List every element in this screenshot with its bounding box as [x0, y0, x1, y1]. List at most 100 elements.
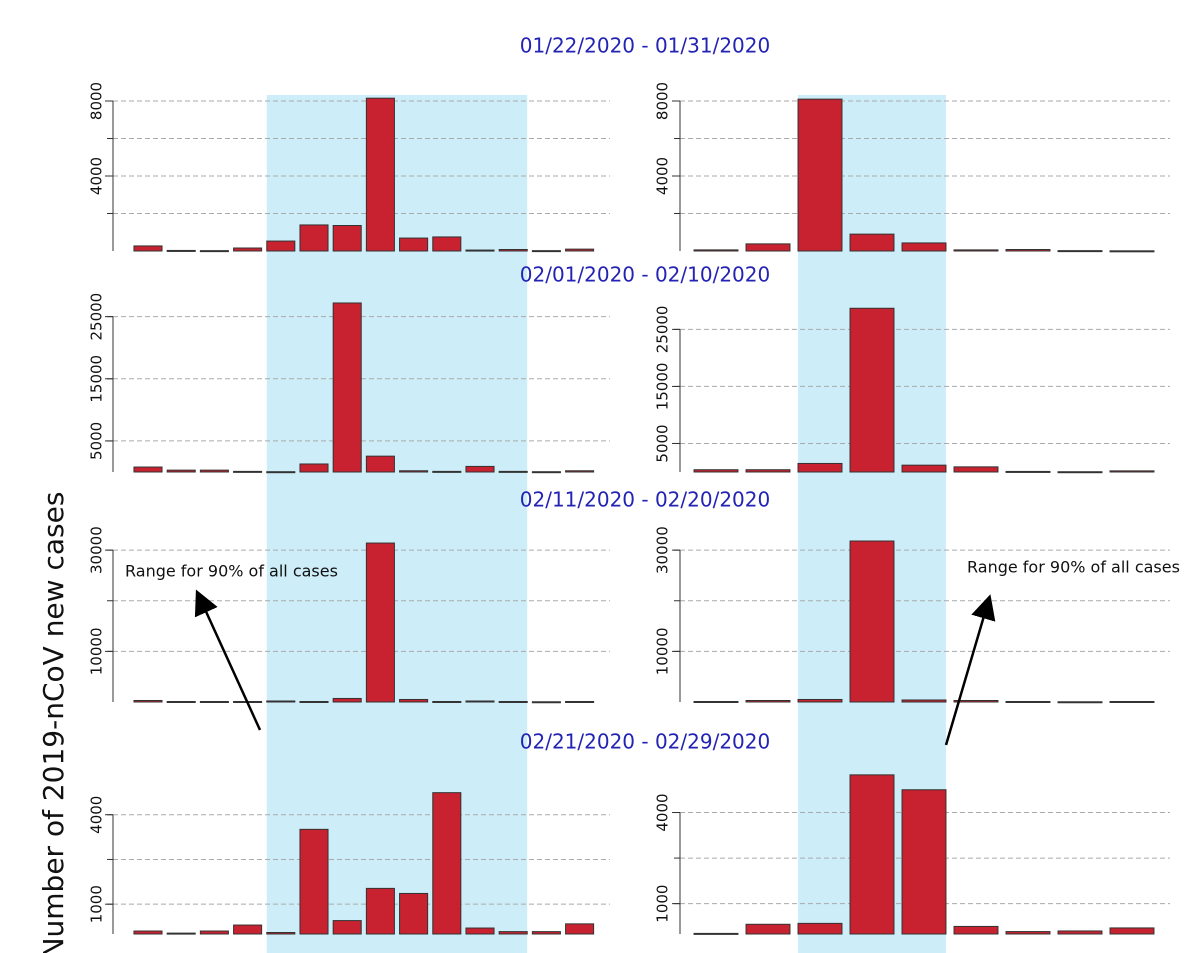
- bar: [432, 792, 462, 935]
- bar: [1109, 250, 1155, 253]
- period-title: 02/11/2020 - 02/20/2020: [520, 488, 770, 512]
- bar: [498, 249, 528, 252]
- bar: [797, 462, 843, 473]
- bar: [565, 248, 595, 252]
- bar: [399, 892, 429, 935]
- bar: [233, 470, 263, 473]
- y-tick-label: 10000: [88, 628, 106, 676]
- bar: [953, 466, 999, 473]
- bar: [266, 932, 296, 935]
- y-tick-label: 8000: [88, 82, 106, 120]
- bar: [465, 700, 495, 703]
- bar: [498, 931, 528, 935]
- grid-layer: [113, 100, 1170, 905]
- bar: [1005, 700, 1051, 703]
- bar: [693, 469, 739, 473]
- bar: [399, 470, 429, 473]
- bar: [693, 932, 739, 935]
- bar: [332, 225, 362, 252]
- bar: [166, 700, 196, 703]
- bar: [953, 925, 999, 935]
- y-tick-label: 10000: [654, 628, 672, 676]
- y-tick-label: 1000: [88, 885, 106, 923]
- bar: [953, 699, 999, 703]
- bar: [199, 700, 229, 703]
- bar: [199, 930, 229, 935]
- bar: [531, 931, 561, 935]
- bar: [432, 700, 462, 703]
- bar: [745, 923, 791, 935]
- bar: [365, 455, 395, 473]
- period-title: 01/22/2020 - 01/31/2020: [520, 34, 770, 58]
- bar: [498, 470, 528, 473]
- bar: [299, 828, 329, 935]
- bar: [1005, 470, 1051, 473]
- y-tick-label: 30000: [654, 526, 672, 574]
- bar: [133, 245, 163, 252]
- bar: [498, 700, 528, 703]
- bar: [531, 250, 561, 253]
- bar: [953, 249, 999, 252]
- bar: [465, 927, 495, 935]
- bar: [849, 540, 895, 703]
- y-tick-label: 1000: [654, 885, 672, 923]
- bar: [849, 774, 895, 935]
- bar: [365, 97, 395, 252]
- bar: [901, 699, 947, 703]
- bar: [849, 233, 895, 252]
- bar: [299, 700, 329, 703]
- bar: [233, 247, 263, 252]
- bar: [266, 471, 296, 474]
- annotation: Range for 90% of all cases: [125, 562, 338, 581]
- bar: [901, 242, 947, 252]
- bar: [299, 224, 329, 252]
- bar: [1005, 931, 1051, 935]
- annotation-arrow: [194, 589, 262, 731]
- bar: [332, 302, 362, 473]
- y-tick-label: 4000: [88, 796, 106, 834]
- bar: [332, 697, 362, 703]
- y-tick-label: 4000: [654, 157, 672, 195]
- bar: [133, 699, 163, 703]
- bar: [1057, 250, 1103, 253]
- bar: [1109, 927, 1155, 935]
- bar: [233, 924, 263, 935]
- annotation-arrow: [944, 594, 996, 746]
- bar: [399, 237, 429, 252]
- bar: [565, 700, 595, 703]
- bar: [745, 243, 791, 252]
- period-title: 02/01/2020 - 02/10/2020: [520, 263, 770, 287]
- y-tick-label: 30000: [88, 526, 106, 574]
- bar: [745, 699, 791, 703]
- bar-layer: [133, 97, 1155, 935]
- annotation: Range for 90% of all cases: [967, 558, 1180, 577]
- y-tick-label: 25000: [654, 306, 672, 354]
- highlight-range: [266, 490, 528, 725]
- bar: [797, 98, 843, 252]
- y-tick-label: 4000: [88, 157, 106, 195]
- bar: [365, 887, 395, 935]
- bar: [565, 923, 595, 935]
- bar: [199, 250, 229, 253]
- bar: [133, 930, 163, 935]
- bar: [1005, 249, 1051, 252]
- bar: [565, 470, 595, 473]
- y-tick-label: 15000: [88, 355, 106, 403]
- bar: [849, 307, 895, 473]
- bar: [399, 698, 429, 703]
- highlight-range: [266, 265, 528, 490]
- bar: [1057, 471, 1103, 474]
- bar: [1109, 700, 1155, 703]
- bar: [1057, 930, 1103, 935]
- bar: [166, 249, 196, 252]
- bar: [166, 932, 196, 935]
- period-title: 02/21/2020 - 02/29/2020: [520, 730, 770, 754]
- bar: [797, 922, 843, 935]
- y-tick-label: 25000: [88, 293, 106, 341]
- y-tick-label: 8000: [654, 82, 672, 120]
- bar: [1109, 470, 1155, 473]
- bar: [266, 700, 296, 703]
- bar: [797, 698, 843, 703]
- y-axis-label: Number of 2019-nCoV new cases: [37, 492, 70, 953]
